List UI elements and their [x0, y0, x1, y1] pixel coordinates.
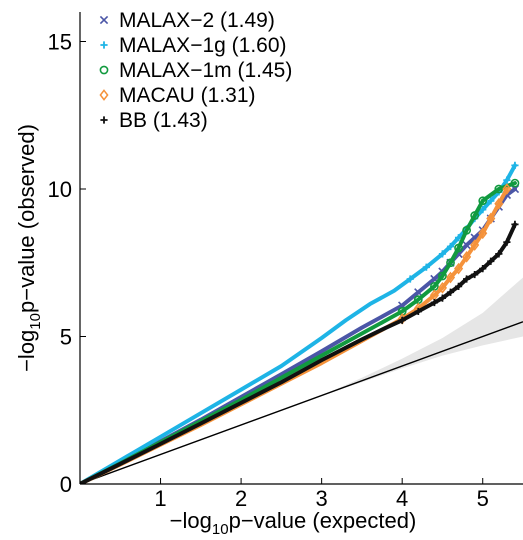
data-point [503, 176, 511, 184]
data-point [437, 282, 448, 294]
legend-marker [99, 65, 109, 75]
y-tick-label: 0 [60, 472, 72, 497]
data-point [495, 250, 503, 258]
data-point [398, 316, 406, 324]
data-point [430, 298, 438, 307]
data-point [438, 250, 447, 258]
y-tick-label: 15 [48, 30, 72, 55]
data-point [438, 271, 447, 281]
legend-label: MALAX−1m (1.45) [119, 59, 292, 82]
data-point [462, 251, 472, 263]
reference-line [80, 321, 523, 484]
data-point [470, 239, 480, 251]
legend-marker [99, 15, 109, 25]
legend-item: MACAU (1.31) [99, 84, 256, 107]
data-point [511, 161, 519, 169]
data-point [446, 258, 455, 268]
series-trace [80, 163, 517, 484]
series-3 [80, 183, 512, 484]
legend: MALAX−2 (1.49)MALAX−1g (1.60)MALAX−1m (1… [99, 9, 292, 132]
data-point [502, 183, 512, 195]
data-point [478, 196, 488, 206]
x-tick-label: 4 [396, 486, 408, 511]
data-point [406, 275, 414, 283]
data-point [446, 288, 455, 296]
legend-label: MACAU (1.31) [119, 84, 256, 107]
data-point [454, 243, 463, 253]
series-4 [80, 220, 519, 484]
data-point [479, 206, 487, 214]
data-point [414, 307, 422, 316]
data-point [487, 257, 495, 265]
x-tick-label: 3 [316, 486, 328, 511]
data-point [479, 265, 487, 273]
data-point [478, 227, 488, 240]
data-point [487, 197, 495, 205]
series-trace [80, 181, 517, 484]
data-point [454, 282, 463, 290]
legend-marker [100, 41, 108, 49]
legend-label: MALAX−2 (1.49) [119, 9, 275, 32]
data-point [454, 234, 463, 242]
data-point [470, 211, 480, 220]
data-point [471, 270, 479, 279]
x-tick-label: 1 [154, 486, 166, 511]
data-point [511, 220, 519, 228]
series-trace [80, 187, 509, 484]
y-tick-label: 5 [60, 325, 72, 350]
series-layer [80, 161, 520, 484]
data-point [510, 178, 520, 188]
axes-layer: 1 2 3 4 5 0 5 10 15 [48, 12, 523, 511]
legend-label: BB (1.43) [119, 109, 208, 132]
legend-item: MALAX−1g (1.60) [100, 34, 287, 57]
data-point [414, 288, 423, 297]
x-tick-label: 2 [235, 486, 247, 511]
legend-label: MALAX−1g (1.60) [119, 34, 287, 57]
data-point [486, 212, 496, 225]
legend-item: BB (1.43) [100, 109, 208, 132]
data-point [463, 275, 471, 283]
legend-marker [100, 116, 108, 124]
data-point [494, 197, 504, 210]
series-trace [80, 222, 517, 484]
data-point [422, 263, 430, 271]
data-point [462, 225, 472, 235]
reference-line-layer [80, 321, 523, 484]
data-point [438, 294, 447, 302]
data-point [462, 240, 471, 250]
data-point [445, 271, 456, 284]
series-2 [80, 178, 520, 484]
series-1 [80, 161, 519, 484]
y-axis-label: −log10p−value (observed) [14, 124, 44, 372]
legend-item: MALAX−1m (1.45) [99, 59, 292, 82]
legend-item: MALAX−2 (1.49) [99, 9, 275, 32]
x-tick-label: 5 [477, 486, 489, 511]
data-point [503, 238, 511, 246]
y-tick-label: 10 [48, 177, 72, 202]
x-axis-label: −log10p−value (expected) [170, 508, 417, 538]
legend-marker [99, 89, 109, 101]
data-point [446, 242, 455, 251]
data-point [454, 262, 464, 275]
